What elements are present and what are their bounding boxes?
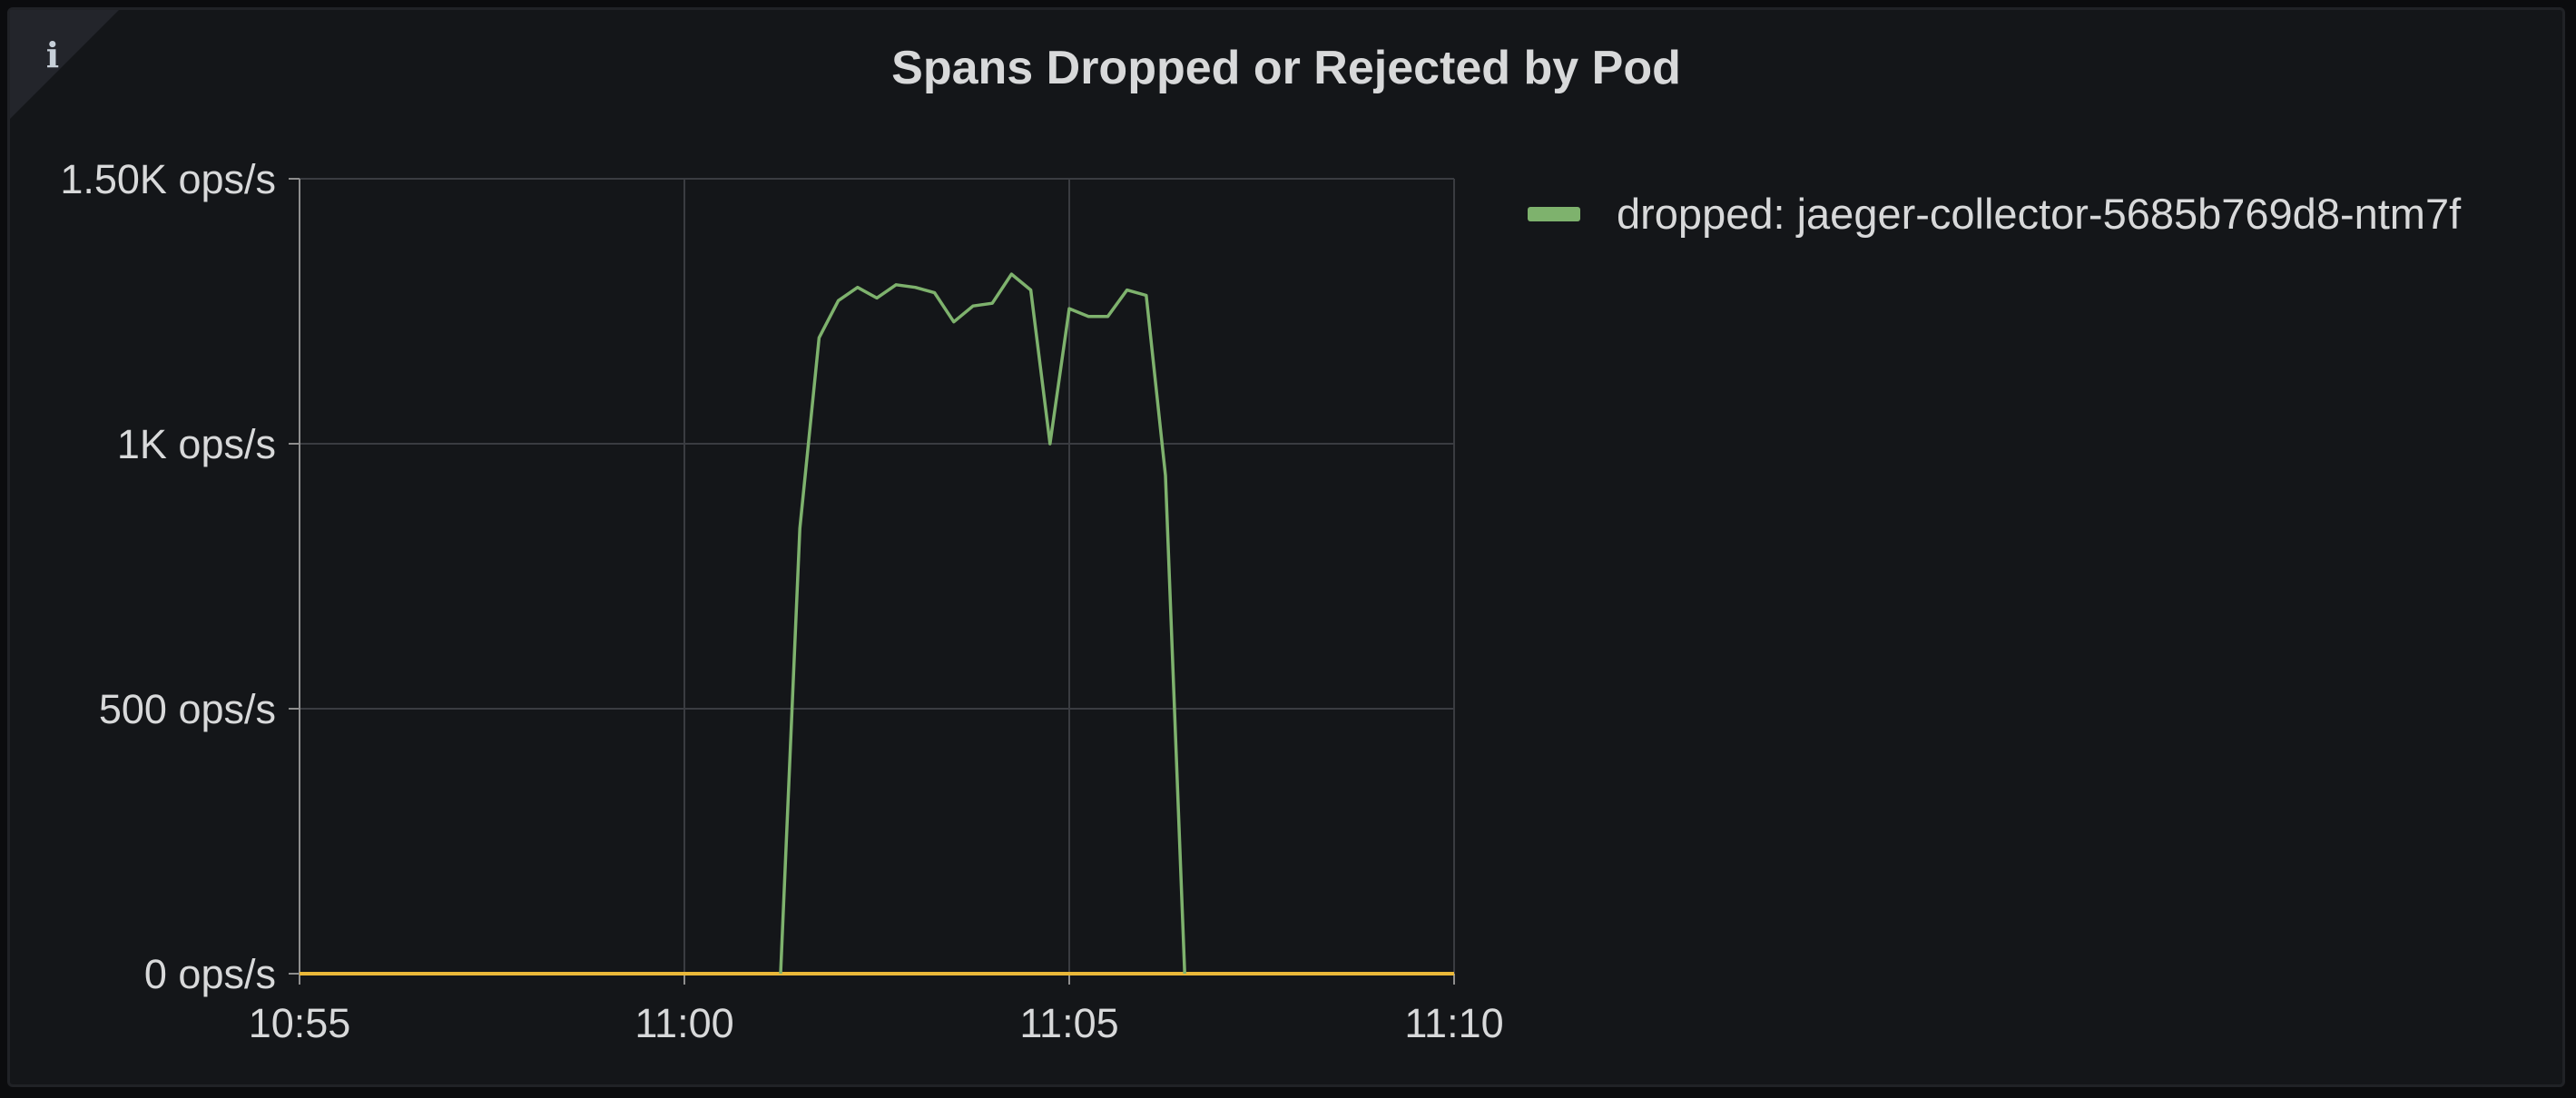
series-line-dropped	[779, 272, 1186, 975]
x-tick-label: 10:55	[249, 1000, 351, 1046]
x-tick-label: 11:10	[1404, 1000, 1503, 1046]
panel-title[interactable]: Spans Dropped or Rejected by Pod	[891, 42, 1681, 94]
y-tick-label: 500 ops/s	[99, 686, 276, 732]
panel-info-corner[interactable]	[10, 10, 119, 119]
legend: dropped: jaeger-collector-5685b769d8-ntm…	[1528, 189, 2461, 239]
legend-swatch	[1528, 206, 1580, 221]
graph-panel: i Spans Dropped or Rejected by Pod	[7, 7, 2565, 1087]
y-tick-label: 1.50K ops/s	[60, 156, 276, 202]
y-tick-label: 1K ops/s	[117, 421, 276, 467]
legend-item-dropped[interactable]: dropped: jaeger-collector-5685b769d8-ntm…	[1617, 190, 2462, 238]
x-tick-label: 11:00	[634, 1000, 733, 1046]
info-icon[interactable]: i	[45, 34, 60, 75]
x-tick-label: 11:05	[1019, 1000, 1118, 1046]
y-tick-label: 0 ops/s	[144, 951, 276, 997]
